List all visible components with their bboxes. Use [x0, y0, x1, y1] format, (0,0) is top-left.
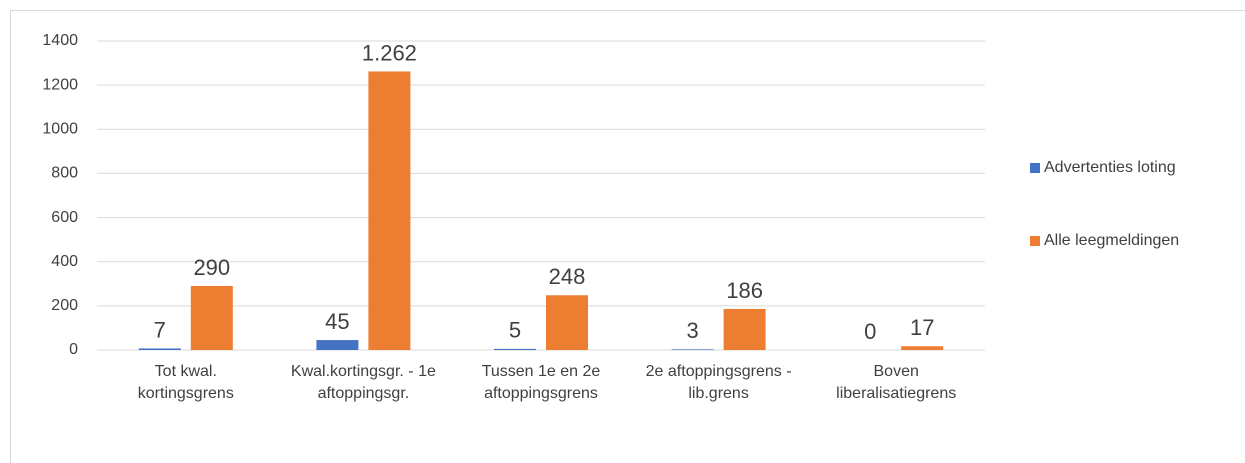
legend-label: Advertenties loting — [1044, 159, 1176, 176]
x-tick-label: Boven liberalisatiegrens — [836, 363, 957, 402]
x-tick-label: Tussen 1e en 2e aftoppingsgrens — [481, 363, 601, 402]
data-label: 3 — [686, 318, 698, 343]
x-tick-label: Tot kwal. kortingsgrens — [137, 363, 234, 402]
data-label: 7 — [154, 317, 166, 342]
bar — [494, 348, 536, 350]
y-tick-label: 800 — [51, 165, 78, 182]
legend-swatch — [1030, 236, 1040, 246]
x-tick-label: 2e aftoppingsgrens - lib.grens — [645, 363, 792, 402]
y-tick-label: 600 — [51, 209, 78, 226]
data-label: 290 — [193, 255, 230, 280]
legend-label: Alle leegmeldingen — [1044, 232, 1179, 249]
data-label: 45 — [325, 309, 349, 334]
y-tick-label: 400 — [51, 253, 78, 270]
x-tick-label: Kwal.kortingsgr. - 1e aftoppingsgr. — [290, 363, 436, 402]
bar — [190, 285, 233, 350]
bar — [368, 71, 411, 351]
bar — [723, 308, 766, 350]
y-tick-label: 1400 — [42, 32, 78, 49]
data-label: 186 — [726, 278, 763, 303]
bar — [546, 295, 588, 350]
data-label: 0 — [864, 319, 876, 344]
y-tick-label: 1200 — [42, 76, 78, 93]
bar — [316, 340, 359, 350]
y-tick-label: 0 — [69, 341, 78, 358]
legend-swatch — [1030, 163, 1040, 173]
y-tick-label: 200 — [51, 297, 78, 314]
y-tick-label: 1000 — [42, 121, 78, 138]
data-label: 1.262 — [362, 40, 417, 65]
bar — [901, 346, 944, 350]
bar — [671, 349, 714, 350]
data-label: 17 — [910, 315, 934, 340]
data-label: 5 — [509, 318, 521, 343]
bar — [138, 348, 181, 350]
data-label: 248 — [549, 264, 586, 289]
chart-border — [10, 10, 1245, 463]
